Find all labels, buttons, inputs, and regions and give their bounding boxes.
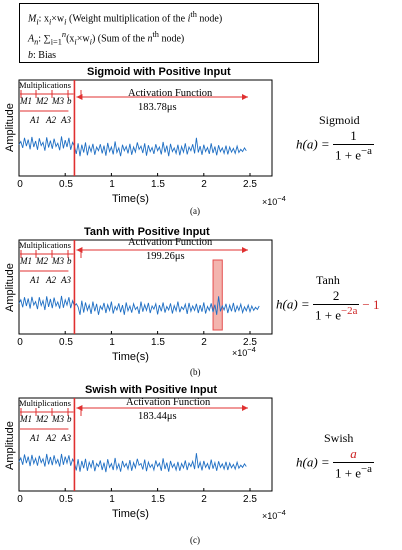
segment-m2: M2 [36, 96, 48, 106]
segment-m2: M2 [36, 414, 48, 424]
x-tick: 0.5 [59, 337, 73, 348]
x-tick: 2 [201, 179, 207, 190]
x-axis-label: Time(s) [112, 508, 149, 520]
x-tick: 1.5 [151, 337, 165, 348]
segment-m3: M3 [52, 256, 64, 266]
plot-frame [18, 397, 273, 492]
segment-a2: A2 [46, 275, 56, 285]
x-scale: ×10−4 [262, 508, 286, 521]
legend-line-2: An: ∑i=1n(xi×wi) (Sum of the nth node) [28, 30, 185, 47]
legend-line-1: Mi: xi×wi (Weight multiplication of the … [28, 10, 223, 27]
segment-m3: M3 [52, 414, 64, 424]
signal-line [18, 295, 260, 315]
segment-m2: M2 [36, 256, 48, 266]
x-tick: 1.5 [151, 179, 165, 190]
x-tick: 2.5 [243, 179, 257, 190]
multiplications-label: Multiplications [19, 240, 71, 250]
arrow-head-right [242, 247, 248, 253]
activation-label: Activation Function [126, 397, 211, 408]
highlight-region [212, 259, 223, 331]
segment-a3: A3 [61, 433, 71, 443]
segment-a3: A3 [61, 275, 71, 285]
x-scale: ×10−4 [232, 345, 256, 358]
x-tick: 1.5 [151, 494, 165, 505]
segment-a1: A1 [30, 115, 40, 125]
segment-b: b [67, 256, 72, 266]
x-tick: 2 [201, 337, 207, 348]
x-tick: 2.5 [243, 337, 257, 348]
panel-sigmoid: Sigmoid with Positive Input Amplitude Mu… [0, 66, 402, 216]
plot-frame [18, 239, 273, 335]
segment-a1: A1 [30, 433, 40, 443]
x-scale: ×10−4 [262, 194, 286, 207]
y-axis-label: Amplitude [4, 421, 16, 470]
signal-line [18, 136, 247, 157]
formula-name: Sigmoid [319, 113, 360, 127]
plot-frame [18, 79, 273, 177]
legend-box: Mi: xi×wi (Weight multiplication of the … [19, 3, 319, 63]
segment-a3: A3 [61, 115, 71, 125]
plot-title: Swish with Positive Input [85, 384, 218, 396]
x-tick: 0 [17, 494, 23, 505]
formula-name: Swish [324, 431, 354, 445]
plot-title: Tanh with Positive Input [84, 226, 210, 238]
x-axis-label: Time(s) [112, 193, 149, 205]
x-tick: 1 [109, 494, 115, 505]
x-tick: 0.5 [59, 494, 73, 505]
duration-label: 183.78μs [138, 102, 177, 113]
segment-b: b [67, 96, 72, 106]
x-tick: 1 [109, 337, 115, 348]
y-axis-label: Amplitude [4, 103, 16, 152]
segment-m1: M1 [20, 256, 32, 266]
x-tick: 0 [17, 179, 23, 190]
legend-line-3: b: Bias [28, 49, 57, 61]
x-axis-label: Time(s) [112, 351, 149, 363]
plot-tanh [18, 239, 273, 335]
activation-label: Activation Function [128, 237, 213, 248]
segment-a1: A1 [30, 275, 40, 285]
arrow-head-right [242, 405, 248, 411]
plot-title: Sigmoid with Positive Input [87, 66, 231, 78]
x-tick: 2 [201, 494, 207, 505]
signal-line [18, 453, 247, 473]
sublabel: (b) [190, 367, 201, 377]
multiplications-label: Multiplications [19, 398, 71, 408]
panel-tanh: Tanh with Positive Input Amplitude Multi… [0, 226, 402, 377]
y-axis-label: Amplitude [4, 263, 16, 312]
segment-m1: M1 [20, 414, 32, 424]
formula-name: Tanh [316, 273, 340, 287]
plot-sigmoid [18, 79, 273, 177]
x-tick: 0 [17, 337, 23, 348]
arrow-head-left [76, 247, 83, 253]
segment-m1: M1 [20, 96, 32, 106]
segment-a2: A2 [46, 433, 56, 443]
arrow-head-right [242, 94, 248, 100]
duration-label: 183.44μs [138, 411, 177, 422]
activation-label: Activation Function [128, 88, 213, 99]
arrow-head-left [76, 405, 83, 411]
panel-swish: Swish with Positive Input Amplitude Mult… [0, 384, 402, 545]
x-tick: 0.5 [59, 179, 73, 190]
multiplications-label: Multiplications [19, 80, 71, 90]
plot-swish [18, 397, 273, 492]
segment-a2: A2 [46, 115, 56, 125]
sublabel: (a) [190, 206, 200, 216]
sublabel: (c) [190, 535, 200, 545]
duration-label: 199.26μs [146, 251, 185, 262]
segment-b: b [67, 414, 72, 424]
x-tick: 2.5 [243, 494, 257, 505]
arrow-head-left [76, 94, 83, 100]
segment-m3: M3 [52, 96, 64, 106]
x-tick: 1 [109, 179, 115, 190]
